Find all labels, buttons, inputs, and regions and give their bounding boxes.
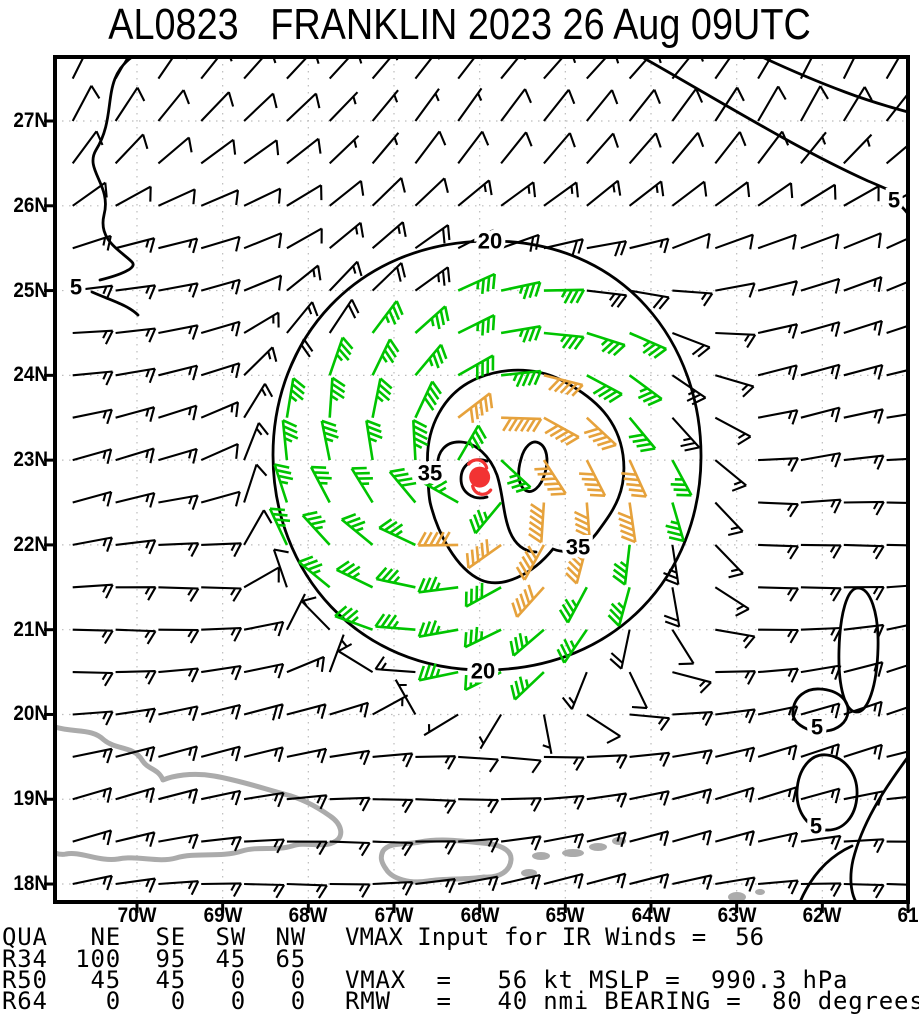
contour-label-5: 5 [70, 275, 82, 300]
lon-label-68W: 68W [288, 904, 328, 927]
lon-label-63W: 63W [717, 904, 757, 927]
radii-value-R50-NW: 0 [290, 966, 306, 994]
lat-label-20N: 20N [13, 702, 48, 726]
isotach-5 [795, 753, 859, 832]
contour-label-5: 5 [810, 814, 822, 839]
isotach-5 [90, 290, 140, 317]
radii-quadrant-header-NW: NW [275, 923, 306, 951]
lon-label-65W: 65W [545, 904, 585, 927]
graticule [55, 57, 908, 902]
island [728, 892, 746, 902]
lon-label-62W: 62W [802, 904, 842, 927]
lat-label-25N: 25N [13, 278, 48, 302]
contour-labels: 5 20 35 35 20 5 5 5 [66, 184, 904, 843]
radii-value-R50-SE: 45 [155, 966, 186, 994]
radii-row-label-R64: R64 [2, 987, 48, 1014]
vmax-input-text: VMAX Input for IR Winds = 56 [345, 923, 765, 951]
lat-label-23N: 23N [13, 448, 48, 472]
lon-label-70W: 70W [117, 904, 157, 927]
isotach-5 [640, 57, 896, 194]
lat-label-18N: 18N [13, 872, 48, 896]
radii-value-R50-NE: 45 [90, 966, 121, 994]
lon-label-69W: 69W [203, 904, 243, 927]
radii-value-R64-SE: 0 [170, 987, 186, 1014]
lon-label-66W: 66W [460, 904, 500, 927]
lat-label-21N: 21N [13, 617, 48, 641]
lat-label-24N: 24N [13, 363, 48, 387]
coastlines [55, 724, 765, 902]
vmax-mslp-text: VMAX = 56 kt MSLP = 990.3 hPa [345, 966, 849, 994]
map-border [53, 55, 910, 904]
radii-value-R64-NE: 0 [105, 987, 121, 1014]
lat-label-22N: 22N [13, 532, 48, 556]
lon-label-67W: 67W [374, 904, 414, 927]
contour-label-5: 5 [888, 188, 900, 213]
radii-value-R64-SW: 0 [230, 987, 246, 1014]
isotach-5 [91, 57, 135, 282]
island [755, 889, 765, 895]
tropical-storm-symbol [467, 458, 493, 496]
isotach-20 [271, 239, 703, 672]
lat-label-27N: 27N [13, 109, 48, 132]
isotach-5 [798, 844, 854, 902]
isotach-5 [760, 57, 908, 114]
contour-label-5: 5 [811, 715, 823, 740]
island [589, 843, 607, 851]
radii-value-R50-SW: 0 [230, 966, 246, 994]
island [532, 852, 550, 860]
radii-value-R34-NW: 65 [275, 945, 306, 973]
axis-ticks [44, 119, 910, 913]
radii-value-R64-NW: 0 [290, 987, 306, 1014]
wind-barbs [71, 57, 908, 899]
lon-label-61: 61 [897, 904, 919, 927]
rmw-bearing-text: RMW = 40 nmi BEARING = 80 degrees [345, 987, 919, 1014]
radii-value-R34-SW: 45 [215, 945, 246, 973]
contour-label-35: 35 [418, 461, 442, 486]
radii-row-label-R34: R34 [2, 945, 48, 973]
hispaniola [55, 724, 344, 863]
chart-title: AL0823 FRANKLIN 2023 26 Aug 09UTC [108, 0, 811, 49]
lat-label-19N: 19N [13, 787, 48, 811]
isotach-5 [849, 755, 908, 902]
island [521, 869, 537, 877]
contour-label-20: 20 [478, 229, 502, 254]
radii-quadrant-header-SW: SW [215, 923, 246, 951]
island [562, 849, 584, 857]
radii-value-R34-NE: 100 [75, 945, 121, 973]
contour-label-35: 35 [566, 535, 590, 560]
radii-value-R34-SE: 95 [155, 945, 186, 973]
radii-quadrant-header-NE: NE [90, 923, 121, 951]
lat-label-26N: 26N [13, 193, 48, 217]
lon-label-64W: 64W [631, 904, 671, 927]
radii-table-header-qua: QUA [2, 923, 48, 951]
radii-quadrant-header-SE: SE [155, 923, 186, 951]
radii-row-label-R50: R50 [2, 966, 48, 994]
isotach-35 [436, 440, 538, 554]
contour-label-20: 20 [471, 659, 495, 684]
isotach-5 [837, 586, 880, 714]
